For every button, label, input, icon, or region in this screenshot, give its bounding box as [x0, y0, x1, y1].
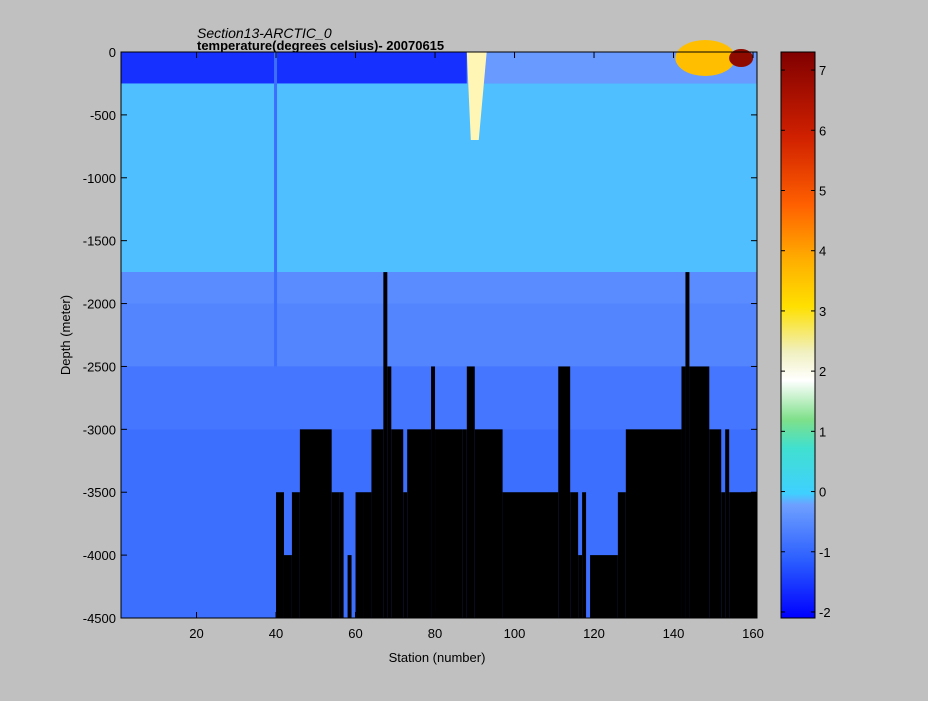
bathymetry-segment: [363, 492, 372, 618]
bathymetry-segment: [502, 492, 559, 618]
colorbar-tick-label: 4: [819, 244, 826, 259]
bathymetry-segment: [355, 492, 364, 618]
colorbar-tick-label: 7: [819, 63, 826, 78]
bathymetry-segment: [721, 492, 726, 618]
y-axis-label: Depth (meter): [58, 295, 73, 375]
bathymetry-segment: [462, 429, 467, 618]
band-2000: [121, 303, 757, 367]
bathymetry-segment: [617, 492, 626, 618]
x-axis: 20 40 60 80 100 120 140 160: [189, 52, 764, 641]
x-tick-label: 160: [742, 626, 764, 641]
colorbar-tick-label: 1: [819, 424, 826, 439]
bathymetry-segment: [339, 492, 344, 618]
chart-title: Section13-ARCTIC_0: [197, 25, 332, 41]
bathymetry-segment: [578, 555, 583, 618]
y-tick-label: -500: [90, 108, 116, 123]
bathymetry-segment: [391, 429, 404, 618]
bathymetry-segment: [403, 492, 408, 618]
y-axis: 0 -500 -1000 -1500 -2000 -2500 -3000 -3500 -4000…: [83, 45, 757, 626]
colorbar: [780, 51, 816, 619]
bathymetry-segment: [558, 366, 571, 618]
x-tick-label: 140: [663, 626, 685, 641]
bathymetry-segment: [681, 366, 686, 618]
bathymetry-segment: [291, 492, 300, 618]
bathymetry-segment: [347, 555, 352, 618]
warmest-surface-patch: [729, 49, 754, 67]
y-tick-label: 0: [109, 45, 116, 60]
y-tick-label: -4000: [83, 548, 116, 563]
surface-cold-layer: [121, 52, 467, 84]
bathymetry-segment: [331, 492, 340, 618]
x-tick-label: 100: [504, 626, 526, 641]
bathymetry-segment: [474, 429, 503, 618]
bathymetry-segment: [570, 492, 579, 618]
y-tick-label: -1000: [83, 171, 116, 186]
plot-frame: [120, 51, 758, 619]
bathymetry-segment: [582, 492, 587, 618]
bathymetry: [276, 272, 757, 618]
warm-plume: [466, 52, 487, 141]
colorbar-tick-label: -1: [819, 545, 831, 560]
band-2500: [121, 366, 757, 430]
bathymetry-segment: [685, 272, 690, 618]
colorbar-tick-label: -2: [819, 605, 831, 620]
colorbar-tick-label: 6: [819, 123, 826, 138]
bathymetry-segment: [387, 366, 392, 618]
x-axis-label: Station (number): [389, 650, 486, 665]
band-intermediate: [121, 83, 757, 273]
band-1750: [121, 272, 757, 304]
y-tick-label: -2500: [83, 359, 116, 374]
x-tick-label: 40: [269, 626, 283, 641]
y-tick-label: -3000: [83, 422, 116, 437]
bathymetry-segment: [407, 429, 432, 618]
colorbar-tick-label: 2: [819, 364, 826, 379]
x-tick-label: 20: [189, 626, 203, 641]
colorbar-tick-label: 0: [819, 485, 826, 500]
bathymetry-segment: [431, 366, 436, 618]
colorbar-axis: -2 -1 0 1 2 3 4 5 6 7: [781, 63, 831, 620]
bathymetry-segment: [590, 555, 618, 618]
y-tick-label: -2000: [83, 297, 116, 312]
warm-surface-patch: [675, 40, 736, 76]
colorbar-tick-label: 5: [819, 183, 826, 198]
y-tick-label: -3500: [83, 485, 116, 500]
bathymetry-segment: [466, 366, 475, 618]
y-tick-label: -4500: [83, 611, 116, 626]
bathymetry-segment: [371, 429, 384, 618]
y-tick-label: -1500: [83, 234, 116, 249]
x-tick-label: 80: [428, 626, 442, 641]
bathymetry-segment: [689, 366, 710, 618]
bathymetry-segment: [276, 492, 284, 618]
bathymetry-segment: [435, 429, 463, 618]
bathymetry-segment: [283, 555, 292, 618]
x-tick-label: 120: [583, 626, 605, 641]
bathymetry-segment: [625, 429, 682, 618]
station-40-column: [274, 52, 278, 367]
x-tick-label: 60: [348, 626, 362, 641]
bathymetry-segment: [725, 429, 730, 618]
colorbar-tick-label: 3: [819, 304, 826, 319]
bathymetry-segment: [299, 429, 332, 618]
bathymetry-segment: [709, 429, 722, 618]
chart-subtitle: temperature(degrees celsius)- 20070615: [197, 38, 444, 53]
bathymetry-segment: [383, 272, 388, 618]
